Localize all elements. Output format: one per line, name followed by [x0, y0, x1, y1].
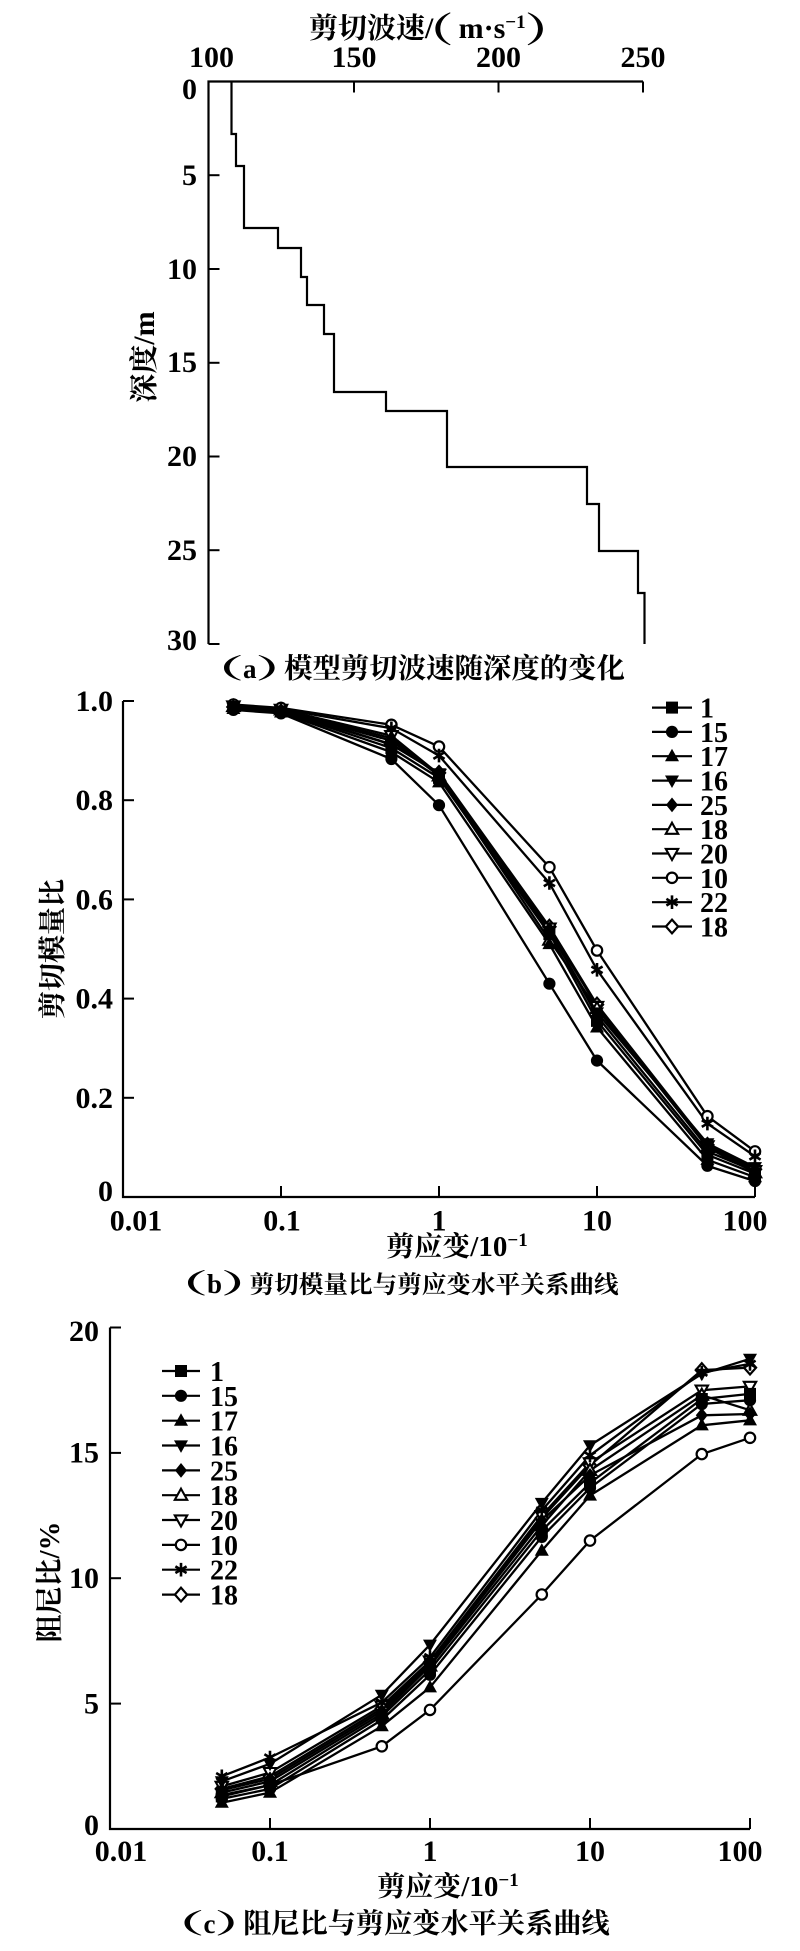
svg-text:0.01: 0.01: [95, 1835, 148, 1868]
svg-text:30: 30: [167, 624, 197, 657]
svg-text:22: 22: [700, 888, 728, 919]
svg-text:10: 10: [575, 1835, 605, 1868]
svg-text:c: c: [204, 1909, 216, 1939]
svg-text:15: 15: [700, 718, 728, 749]
svg-text:a: a: [243, 654, 257, 684]
svg-text:100: 100: [189, 41, 234, 74]
svg-text:20: 20: [69, 1315, 99, 1348]
svg-text:/: /: [424, 12, 434, 45]
svg-text:16: 16: [700, 767, 728, 798]
svg-text:0.1: 0.1: [263, 1205, 301, 1238]
svg-text:20: 20: [167, 440, 197, 473]
svg-text:25: 25: [210, 1456, 238, 1487]
svg-text:0.1: 0.1: [251, 1835, 289, 1868]
svg-text:200: 200: [476, 41, 521, 74]
svg-text:0: 0: [182, 73, 197, 106]
svg-text:10: 10: [69, 1562, 99, 1595]
svg-text:18: 18: [210, 1581, 238, 1612]
svg-text:20: 20: [700, 840, 728, 871]
svg-text:5: 5: [84, 1688, 99, 1721]
svg-text:100: 100: [723, 1205, 768, 1238]
svg-text:/m: /m: [128, 311, 161, 345]
svg-text:/10: /10: [469, 1231, 507, 1263]
svg-text:10: 10: [167, 253, 197, 286]
svg-text:0: 0: [84, 1809, 99, 1842]
svg-text:−1: −1: [505, 12, 525, 33]
svg-text:15: 15: [69, 1437, 99, 1470]
svg-text:25: 25: [700, 791, 728, 822]
svg-text:22: 22: [210, 1556, 238, 1587]
svg-text:0.2: 0.2: [76, 1082, 114, 1115]
svg-text:0: 0: [98, 1175, 113, 1208]
svg-text:0.6: 0.6: [76, 883, 114, 916]
svg-text:18: 18: [210, 1481, 238, 1512]
svg-text:100: 100: [718, 1835, 763, 1868]
svg-text:10: 10: [582, 1205, 612, 1238]
svg-text:m·s: m·s: [459, 12, 506, 45]
svg-text:1: 1: [423, 1835, 438, 1868]
svg-text:/%: /%: [34, 1521, 66, 1559]
svg-text:18: 18: [700, 815, 728, 846]
svg-text:10: 10: [700, 864, 728, 895]
svg-text:0.01: 0.01: [110, 1205, 163, 1238]
svg-text:150: 150: [332, 41, 377, 74]
svg-text:10: 10: [210, 1531, 238, 1562]
svg-text:−1: −1: [498, 1870, 518, 1891]
svg-text:0.4: 0.4: [76, 983, 114, 1016]
svg-text:15: 15: [210, 1382, 238, 1413]
svg-text:5: 5: [182, 159, 197, 192]
svg-text:1: 1: [432, 1205, 447, 1238]
svg-text:/10: /10: [460, 1871, 498, 1903]
svg-text:250: 250: [621, 41, 666, 74]
svg-text:1: 1: [700, 694, 714, 725]
svg-text:1: 1: [210, 1357, 224, 1388]
svg-text:17: 17: [210, 1407, 238, 1438]
svg-text:−1: −1: [507, 1230, 527, 1251]
svg-text:b: b: [207, 1269, 222, 1299]
svg-text:16: 16: [210, 1432, 238, 1463]
svg-text:1.0: 1.0: [76, 685, 114, 718]
svg-text:0.8: 0.8: [76, 784, 114, 817]
svg-text:20: 20: [210, 1506, 238, 1537]
svg-text:15: 15: [167, 346, 197, 379]
svg-text:25: 25: [167, 534, 197, 567]
svg-text:17: 17: [700, 742, 728, 773]
svg-text:18: 18: [700, 913, 728, 944]
